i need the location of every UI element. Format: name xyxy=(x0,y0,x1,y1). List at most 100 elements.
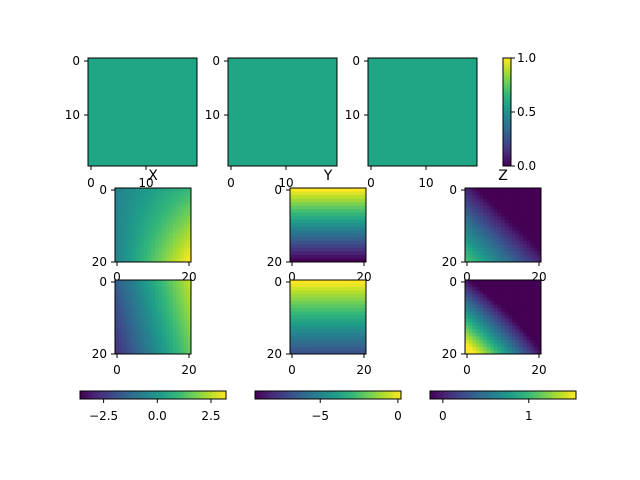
heatmap-cell xyxy=(468,343,473,348)
heatmap-cell xyxy=(308,283,313,288)
colorbar-tick: 0.5 xyxy=(517,105,536,119)
heatmap-cell xyxy=(129,254,134,259)
heatmap-cell xyxy=(162,258,167,263)
heatmap-cell xyxy=(497,283,502,288)
heatmap-cell xyxy=(358,304,363,309)
heatmap-cell xyxy=(351,343,356,348)
heatmap-cell xyxy=(512,216,517,221)
heatmap-z-1-image xyxy=(465,188,542,263)
heatmap-cell xyxy=(129,350,134,355)
heatmap-cell xyxy=(483,297,488,302)
heatmap-cell xyxy=(515,336,520,341)
heatmap-cell xyxy=(115,315,120,320)
heatmap-cell xyxy=(147,209,152,214)
heatmap-cell xyxy=(344,318,349,323)
heatmap-cell xyxy=(479,198,484,203)
heatmap-cell xyxy=(501,251,506,256)
heatmap-cell xyxy=(515,226,520,231)
heatmap-cell xyxy=(122,343,127,348)
heatmap-cell xyxy=(355,297,360,302)
heatmap-cell xyxy=(329,294,334,299)
heatmap-cell xyxy=(293,202,298,207)
heatmap-cell xyxy=(143,325,149,330)
heatmap-cell xyxy=(129,233,134,238)
heatmap-cell xyxy=(169,251,174,256)
heatmap-cell xyxy=(297,346,302,351)
heatmap-cell xyxy=(162,244,167,249)
heatmap-cell xyxy=(472,223,477,228)
heatmap-cell xyxy=(512,226,517,231)
heatmap-cell xyxy=(483,205,488,210)
heatmap-cell xyxy=(530,230,535,235)
heatmap-cell xyxy=(515,283,520,288)
heatmap-cell xyxy=(187,195,192,200)
heatmap-cell xyxy=(475,287,480,292)
heatmap-cell xyxy=(351,233,356,238)
heatmap-cell xyxy=(133,216,138,221)
heatmap-cell xyxy=(340,311,345,316)
heatmap-cell xyxy=(125,212,130,217)
heatmap-cell xyxy=(468,230,473,235)
heatmap-cell xyxy=(133,223,138,228)
heatmap-cell xyxy=(512,297,517,302)
heatmap-cell xyxy=(172,212,178,217)
heatmap-cell xyxy=(308,280,313,285)
heatmap-cell xyxy=(187,209,192,214)
heatmap-cell xyxy=(475,315,480,320)
heatmap-cell xyxy=(526,280,531,285)
heatmap-cell xyxy=(122,202,127,207)
heatmap-cell xyxy=(322,297,327,302)
heatmap-cell xyxy=(300,325,305,330)
heatmap-cell xyxy=(501,339,506,344)
heatmap-cell xyxy=(169,223,174,228)
heatmap-cell xyxy=(318,219,324,224)
heatmap-cell xyxy=(176,198,181,203)
heatmap-cell xyxy=(504,247,509,252)
heatmap-cell xyxy=(515,198,520,203)
heatmap-cell xyxy=(483,290,488,295)
heatmap-cell xyxy=(351,287,356,292)
heatmap-cell xyxy=(347,188,353,193)
heatmap-cell xyxy=(340,318,345,323)
heatmap-cell xyxy=(154,247,159,252)
heatmap-cell xyxy=(333,198,338,203)
colorbar-tick: −5 xyxy=(311,409,329,423)
heatmap-cell xyxy=(147,223,152,228)
heatmap-cell xyxy=(533,188,538,193)
colorbar-tick: 2.5 xyxy=(201,409,220,423)
heatmap-cell xyxy=(347,350,353,355)
heatmap-cell xyxy=(337,329,342,334)
heatmap-cell xyxy=(522,301,528,306)
heatmap-cell xyxy=(151,301,156,306)
heatmap-cell xyxy=(333,254,338,259)
heatmap-cell xyxy=(333,339,338,344)
heatmap-cell xyxy=(187,212,192,217)
heatmap-cell xyxy=(465,202,470,207)
heatmap-cell xyxy=(322,198,327,203)
heatmap-cell xyxy=(475,283,480,288)
heatmap-cell xyxy=(501,325,506,330)
heatmap-cell xyxy=(472,318,477,323)
heatmap-cell xyxy=(337,294,342,299)
heatmap-cell xyxy=(187,244,192,249)
heatmap-cell xyxy=(344,329,349,334)
heatmap-cell xyxy=(165,315,170,320)
heatmap-cell xyxy=(172,315,178,320)
heatmap-cell xyxy=(329,339,334,344)
heatmap-cell xyxy=(125,283,130,288)
heatmap-cell xyxy=(486,329,491,334)
heatmap-cell xyxy=(154,301,159,306)
heatmap-cell xyxy=(326,294,331,299)
heatmap-cell xyxy=(333,219,338,224)
heatmap-cell xyxy=(519,297,524,302)
heatmap-cell xyxy=(340,301,345,306)
heatmap-cell xyxy=(154,209,159,214)
heatmap-cell xyxy=(140,240,145,245)
heatmap-cell xyxy=(311,240,316,245)
heatmap-cell xyxy=(347,318,353,323)
heatmap-cell xyxy=(537,287,542,292)
heatmap-cell xyxy=(326,336,331,341)
heatmap-cell xyxy=(333,329,338,334)
heatmap-cell xyxy=(465,198,470,203)
heatmap-cell xyxy=(304,336,309,341)
